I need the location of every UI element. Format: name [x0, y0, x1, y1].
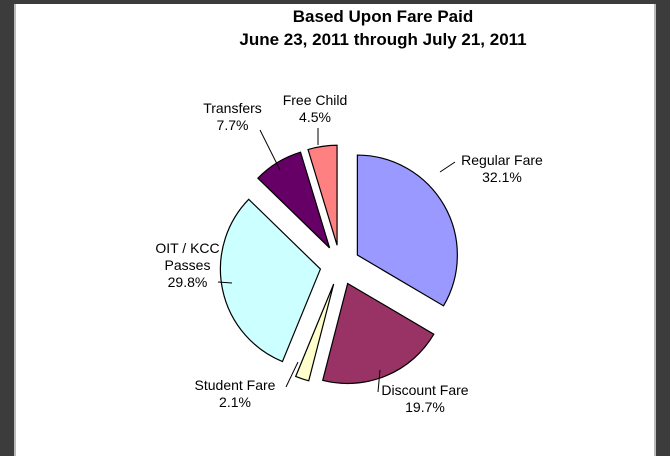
- pie-slice: [294, 283, 335, 382]
- pie-slice: [356, 154, 458, 307]
- slice-label: Free Child: [282, 92, 348, 108]
- slice-label: Transfers: [203, 100, 262, 116]
- leader-line: [217, 281, 233, 284]
- chart-title: Based Upon Fare Paid: [293, 7, 473, 26]
- leader-line: [377, 369, 381, 393]
- pie-slice: [307, 144, 338, 246]
- slice-value-label: 4.5%: [299, 109, 331, 125]
- slice-label: Student Fare: [194, 377, 276, 393]
- slice-value-label: 19.7%: [405, 399, 445, 415]
- slice-label: Regular Fare: [461, 152, 543, 168]
- chart-subtitle: June 23, 2011 through July 21, 2011: [239, 30, 526, 49]
- slice-value-label: 7.7%: [216, 117, 249, 133]
- pie-slice: [257, 151, 331, 249]
- leader-line: [285, 361, 299, 388]
- slice-value-label: 32.1%: [482, 169, 522, 185]
- slice-value-label: 29.8%: [167, 274, 208, 290]
- leader-line: [259, 129, 281, 171]
- slice-value-label: 2.1%: [219, 394, 251, 410]
- slice-label: OIT / KCC Passes: [155, 240, 220, 273]
- leader-line: [439, 161, 456, 173]
- slice-label: Discount Fare: [381, 382, 469, 398]
- pie-slice: [321, 282, 435, 385]
- pie-slice: [219, 198, 322, 363]
